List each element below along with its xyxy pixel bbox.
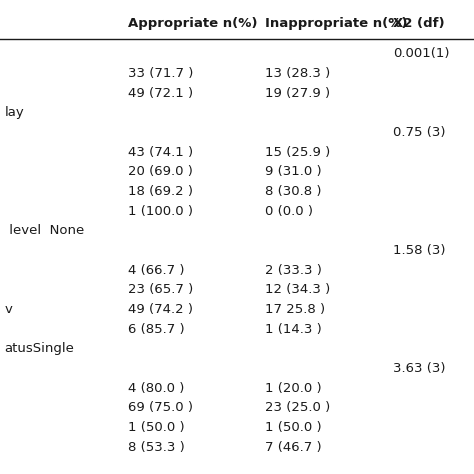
Text: 20 (69.0 ): 20 (69.0 ) xyxy=(128,165,193,178)
Text: 3.63 (3): 3.63 (3) xyxy=(393,362,446,375)
Text: 1 (20.0 ): 1 (20.0 ) xyxy=(265,382,322,395)
Text: 9 (31.0 ): 9 (31.0 ) xyxy=(265,165,322,178)
Text: 19 (27.9 ): 19 (27.9 ) xyxy=(265,87,330,100)
Text: 8 (53.3 ): 8 (53.3 ) xyxy=(128,441,185,454)
Text: 4 (66.7 ): 4 (66.7 ) xyxy=(128,264,184,277)
Text: 1 (50.0 ): 1 (50.0 ) xyxy=(265,421,322,434)
Text: 1 (50.0 ): 1 (50.0 ) xyxy=(128,421,184,434)
Text: 0.001(1): 0.001(1) xyxy=(393,47,450,60)
Text: 8 (30.8 ): 8 (30.8 ) xyxy=(265,185,322,198)
Text: 23 (65.7 ): 23 (65.7 ) xyxy=(128,283,193,296)
Text: 1 (100.0 ): 1 (100.0 ) xyxy=(128,205,193,218)
Text: v: v xyxy=(5,303,13,316)
Text: 18 (69.2 ): 18 (69.2 ) xyxy=(128,185,193,198)
Text: atusSingle: atusSingle xyxy=(5,342,74,356)
Text: 12 (34.3 ): 12 (34.3 ) xyxy=(265,283,331,296)
Text: 69 (75.0 ): 69 (75.0 ) xyxy=(128,401,193,414)
Text: 2 (33.3 ): 2 (33.3 ) xyxy=(265,264,322,277)
Text: 1.58 (3): 1.58 (3) xyxy=(393,244,446,257)
Text: 49 (74.2 ): 49 (74.2 ) xyxy=(128,303,193,316)
Text: level  None: level None xyxy=(5,225,84,237)
Text: 33 (71.7 ): 33 (71.7 ) xyxy=(128,67,193,80)
Text: Appropriate n(%): Appropriate n(%) xyxy=(128,17,257,29)
Text: 4 (80.0 ): 4 (80.0 ) xyxy=(128,382,184,395)
Text: 7 (46.7 ): 7 (46.7 ) xyxy=(265,441,322,454)
Text: 13 (28.3 ): 13 (28.3 ) xyxy=(265,67,331,80)
Text: 43 (74.1 ): 43 (74.1 ) xyxy=(128,146,193,159)
Text: 6 (85.7 ): 6 (85.7 ) xyxy=(128,323,184,336)
Text: 49 (72.1 ): 49 (72.1 ) xyxy=(128,87,193,100)
Text: 23 (25.0 ): 23 (25.0 ) xyxy=(265,401,331,414)
Text: lay: lay xyxy=(5,106,25,119)
Text: 0.75 (3): 0.75 (3) xyxy=(393,126,446,139)
Text: 1 (14.3 ): 1 (14.3 ) xyxy=(265,323,322,336)
Text: 17 25.8 ): 17 25.8 ) xyxy=(265,303,326,316)
Text: Inappropriate n(%): Inappropriate n(%) xyxy=(265,17,408,29)
Text: 0 (0.0 ): 0 (0.0 ) xyxy=(265,205,313,218)
Text: X2 (df): X2 (df) xyxy=(393,17,445,29)
Text: 15 (25.9 ): 15 (25.9 ) xyxy=(265,146,331,159)
